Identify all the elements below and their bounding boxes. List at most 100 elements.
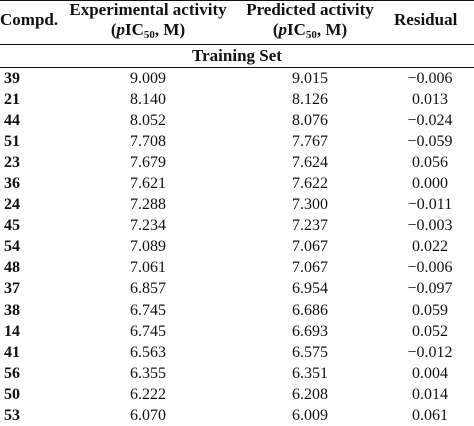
table-row: 51 7.708 7.767 −0.059 [0,131,474,152]
header-residual: Residual [394,10,458,29]
cell-predicted: 7.767 [292,132,328,150]
cell-experimental: 9.009 [130,69,166,87]
table-row: 48 7.061 7.067 −0.006 [0,257,474,278]
cell-predicted: 6.954 [292,280,328,298]
table-row: 53 6.070 6.009 0.061 [0,405,474,426]
cell-experimental: 6.355 [130,364,166,382]
cell-compd: 37 [4,280,20,298]
cell-predicted: 6.009 [292,407,328,425]
header-experimental-p: p [116,20,126,39]
cell-compd: 23 [4,153,20,171]
cell-experimental: 7.089 [130,238,166,256]
cell-experimental: 8.140 [130,90,166,108]
cell-compd: 45 [4,217,20,235]
cell-residual: −0.012 [407,343,453,361]
cell-compd: 54 [4,238,20,256]
table-row: 38 6.745 6.686 0.059 [0,300,474,321]
header-experimental-sub: 50 [143,29,155,41]
cell-experimental: 6.563 [130,343,166,361]
table-row: 44 8.052 8.076 −0.024 [0,110,474,131]
cell-predicted: 7.067 [292,259,328,277]
table-row: 23 7.679 7.624 0.056 [0,152,474,173]
cell-experimental: 6.745 [130,301,166,319]
cell-predicted: 7.237 [292,217,328,235]
cell-residual: −0.006 [407,259,453,277]
header-experimental-ic: IC [125,20,144,39]
cell-compd: 51 [4,132,20,150]
cell-predicted: 8.126 [292,90,328,108]
cell-experimental: 8.052 [130,111,166,129]
table-body: Training Set 39 9.009 9.015 −0.006 21 8.140 8.… [0,44,474,426]
table-row: 41 6.563 6.575 −0.012 [0,342,474,363]
cell-experimental: 6.745 [130,322,166,340]
cell-compd: 56 [4,364,20,382]
cell-residual: 0.004 [412,364,448,382]
header-predicted-unit: , M) [316,20,348,39]
cell-residual: −0.024 [407,111,453,129]
section-row: Training Set [0,44,474,68]
cell-experimental: 6.222 [130,385,166,403]
header-experimental: Experimental activity (pIC50, M) [62,0,234,44]
header-predicted-line2: (pIC50, M) [272,20,348,41]
cell-residual: 0.022 [412,238,448,256]
cell-predicted: 6.208 [292,385,328,403]
cell-experimental: 7.679 [130,153,166,171]
cell-compd: 24 [4,196,20,214]
cell-compd: 21 [4,90,20,108]
table-row: 37 6.857 6.954 −0.097 [0,278,474,299]
cell-residual: −0.011 [407,196,453,214]
cell-residual: 0.014 [412,385,448,403]
header-predicted-sub: 50 [305,29,317,41]
header-experimental-line2: (pIC50, M) [110,20,186,41]
cell-experimental: 7.288 [130,196,166,214]
cell-compd: 39 [4,69,20,87]
cell-predicted: 7.624 [292,153,328,171]
cell-residual: 0.056 [412,153,448,171]
cell-residual: 0.013 [412,90,448,108]
header-experimental-line1: Experimental activity [69,0,227,19]
cell-residual: 0.052 [412,322,448,340]
cell-experimental: 7.234 [130,217,166,235]
cell-residual: −0.003 [407,217,453,235]
header-predicted-p: p [278,20,288,39]
cell-predicted: 6.351 [292,364,328,382]
cell-predicted: 7.067 [292,238,328,256]
table-row: 39 9.009 9.015 −0.006 [0,67,474,89]
table-row: 50 6.222 6.208 0.014 [0,384,474,405]
cell-residual: −0.006 [407,69,453,87]
table-row: 36 7.621 7.622 0.000 [0,173,474,194]
cell-compd: 41 [4,343,20,361]
cell-predicted: 7.300 [292,196,328,214]
cell-compd: 50 [4,385,20,403]
cell-predicted: 9.015 [292,69,328,87]
table-row: 45 7.234 7.237 −0.003 [0,215,474,236]
table-row: 14 6.745 6.693 0.052 [0,321,474,342]
header-predicted-ic: IC [287,20,306,39]
section-title: Training Set [0,44,474,68]
table-row: 56 6.355 6.351 0.004 [0,363,474,384]
table-row: 21 8.140 8.126 0.013 [0,89,474,110]
cell-residual: 0.000 [412,175,448,193]
cell-experimental: 6.070 [130,407,166,425]
cell-residual: 0.059 [412,301,448,319]
cell-compd: 14 [4,322,20,340]
cell-residual: −0.097 [407,280,453,298]
header-predicted-line1: Predicted activity [246,0,374,19]
cell-compd: 38 [4,301,20,319]
header-row: Compd. Experimental activity (pIC50, M) … [0,0,474,44]
cell-experimental: 7.061 [130,259,166,277]
cell-predicted: 8.076 [292,111,328,129]
table-row: 24 7.288 7.300 −0.011 [0,194,474,215]
cell-predicted: 7.622 [292,175,328,193]
cell-predicted: 6.575 [292,343,328,361]
header-compd: Compd. [0,10,59,29]
cell-compd: 48 [4,259,20,277]
cell-compd: 36 [4,175,20,193]
table-row: 54 7.089 7.067 0.022 [0,236,474,257]
cell-compd: 44 [4,111,20,129]
cell-predicted: 6.693 [292,322,328,340]
cell-experimental: 7.708 [130,132,166,150]
table-top-rule [0,0,474,1]
